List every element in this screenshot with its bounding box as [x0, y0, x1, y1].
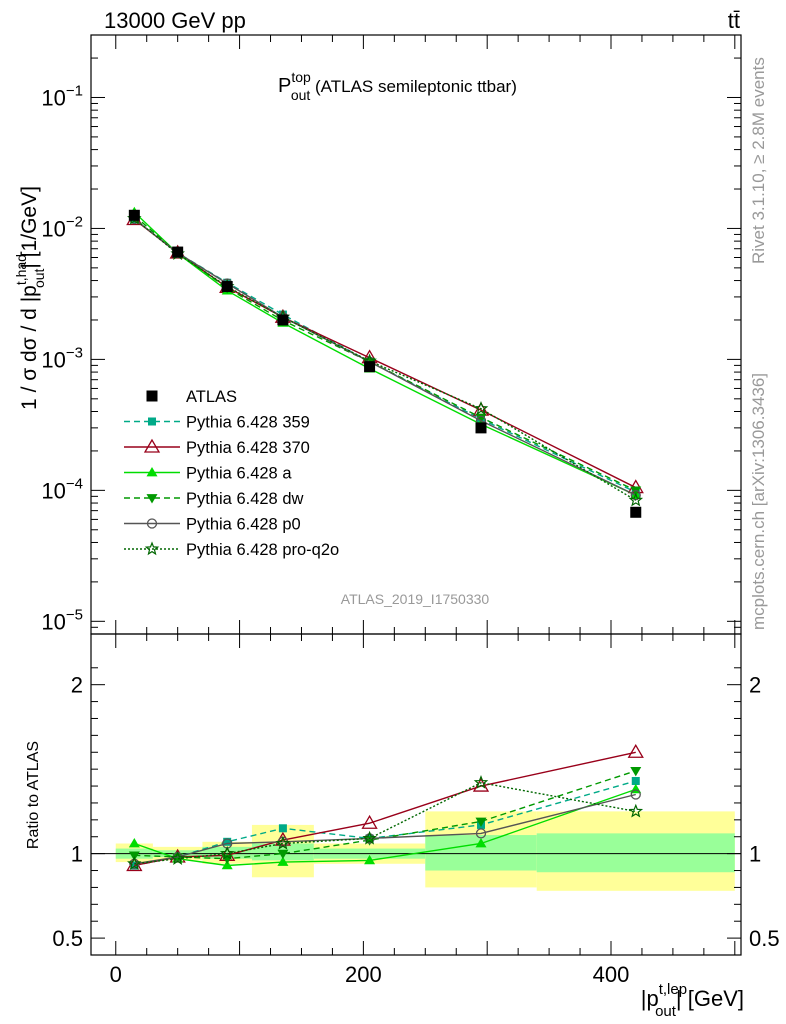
ratio-point-pythia-6-428-pro-q2o: [127, 856, 142, 870]
ratio-point-pythia-6-428-a: [364, 854, 376, 865]
x-tick-label: 400: [593, 962, 630, 987]
ratio-point-pythia-6-428-dw: [277, 849, 289, 860]
legend: ATLAS Pythia 6.428 359 Pythia 6.428 370 Pyt…: [124, 388, 339, 559]
x-tick-label: 200: [345, 962, 382, 987]
atlas-data-point: [172, 246, 184, 258]
atlas-data-point: [221, 281, 233, 293]
ratio-point-pythia-6-428-a: [277, 856, 289, 866]
legend-marker-atlas: [146, 390, 158, 402]
ratio-point-pythia-6-428-dw: [172, 853, 184, 863]
series-point-pythia-6-428-dw: [475, 413, 487, 424]
ratio-inner-band-2: [202, 846, 252, 859]
atlas-data-point: [128, 209, 140, 221]
legend-label-pythia-6-428-pro-q2o: Pythia 6.428 pro-q2o: [186, 541, 339, 559]
ratio-uncertainty-bands: [115, 811, 735, 891]
ratio-y-axis-label: Ratio to ATLAS: [25, 741, 42, 849]
ratio-point-pythia-6-428-pro-q2o: [628, 803, 644, 818]
ratio-point-pythia-6-428-pro-q2o: [473, 775, 489, 789]
rivet-label: Rivet 3.1.10, ≥ 2.8M events: [749, 57, 768, 264]
ratio-point-pythia-6-428-dw: [475, 817, 487, 828]
atlas-data-point: [630, 506, 642, 518]
ratio-point-pythia-6-428-pro-q2o: [362, 830, 377, 845]
ratio-inner-band-6: [536, 833, 735, 873]
legend-marker-pythia-6-428-359: [148, 417, 156, 426]
ratio-y-tick-label-left: 0.5: [52, 926, 83, 951]
legend-marker-pythia-6-428-dw: [146, 494, 158, 504]
main-y-axis-label: 1 / σ dσ / d |pt,had out| [1/GeV]: [13, 186, 47, 410]
legend-marker-pythia-6-428-pro-q2o: [144, 541, 160, 556]
series-point-pythia-6-428-pro-q2o: [628, 492, 644, 507]
atlas-data-point: [277, 314, 289, 326]
ratio-point-pythia-6-428-359: [278, 824, 287, 833]
ratio-line-pythia-6-428-p0: [134, 793, 636, 865]
ratio-point-pythia-6-428-pro-q2o: [219, 845, 235, 860]
x-axis-label: |pt,lep out| [GeV]: [641, 981, 744, 1020]
series-line-pythia-6-428-pro-q2o: [133, 217, 637, 501]
legend-marker-pythia-6-428-370: [143, 438, 161, 453]
ratio-y-tick-label-right: 1: [749, 842, 761, 867]
main-y-tick-label: 10−4: [41, 475, 83, 503]
main-y-tick-label: 10−5: [41, 606, 83, 634]
main-series-group: [126, 206, 644, 518]
ratio-plot-frame: [90, 633, 742, 956]
legend-label-pythia-6-428-dw: Pythia 6.428 dw: [186, 490, 303, 508]
atlas-data-point: [475, 422, 487, 434]
legend-label-pythia-6-428-370: Pythia 6.428 370: [186, 439, 310, 457]
ratio-series-group: [126, 743, 644, 872]
main-y-tick-label: 10−2: [41, 213, 83, 241]
ratio-y-tick-label-left: 1: [71, 842, 83, 867]
ratio-y-tick-label-right: 0.5: [749, 926, 780, 951]
legend-marker-pythia-6-428-a: [146, 467, 158, 477]
ratio-point-pythia-6-428-370: [361, 814, 378, 829]
title-sub: out: [291, 87, 311, 103]
ratio-point-pythia-6-428-359: [631, 776, 640, 785]
legend-label-pythia-6-428-a: Pythia 6.428 a: [186, 465, 292, 483]
ratio-point-pythia-6-428-pro-q2o: [170, 851, 185, 865]
main-y-tick-label: 10−3: [41, 344, 83, 372]
main-y-tick-label: 10−1: [41, 82, 83, 110]
ratio-point-pythia-6-428-dw: [128, 851, 140, 861]
ratio-point-pythia-6-428-359: [223, 837, 232, 846]
analysis-id-label: ATLAS_2019_I1750330: [341, 591, 490, 607]
ratio-point-pythia-6-428-370: [627, 743, 644, 758]
ratio-y-tick-label-right: 2: [749, 673, 761, 698]
title-rest: (ATLAS semileptonic ttbar): [310, 77, 517, 96]
axis-ticks: 10−5 10−4 10−3 10−2 10−1 0 200 400 0.5 0.5 1 1 2 2: [41, 35, 780, 987]
ratio-point-pythia-6-428-a: [128, 837, 140, 848]
title-main: P: [278, 75, 291, 97]
ratio-point-pythia-6-428-p0: [475, 828, 487, 839]
ratio-line-pythia-6-428-pro-q2o: [134, 781, 636, 865]
ratio-y-tick-label-left: 2: [71, 673, 83, 698]
plot-title: Ptop out (ATLAS semileptonic ttbar): [278, 69, 517, 103]
title-sup: top: [291, 69, 311, 85]
legend-label-pythia-6-428-p0: Pythia 6.428 p0: [186, 516, 301, 534]
atlas-data-point: [364, 361, 376, 373]
series-point-pythia-6-428-pro-q2o: [473, 401, 489, 415]
ratio-point-pythia-6-428-pro-q2o: [275, 835, 291, 850]
x-tick-label: 0: [110, 962, 122, 987]
process-label: tt̄: [728, 8, 740, 33]
mcplots-label: mcplots.cern.ch [arXiv:1306.3436]: [749, 373, 768, 630]
ratio-point-pythia-6-428-a: [475, 837, 487, 848]
energy-label: 13000 GeV pp: [104, 8, 246, 33]
legend-label-atlas: ATLAS: [186, 388, 237, 406]
ratio-point-pythia-6-428-dw: [630, 766, 642, 777]
legend-marker-pythia-6-428-p0: [146, 518, 158, 529]
ratio-point-pythia-6-428-a: [221, 859, 233, 870]
legend-label-pythia-6-428-359: Pythia 6.428 359: [186, 414, 310, 432]
ratio-point-pythia-6-428-p0: [630, 789, 641, 800]
